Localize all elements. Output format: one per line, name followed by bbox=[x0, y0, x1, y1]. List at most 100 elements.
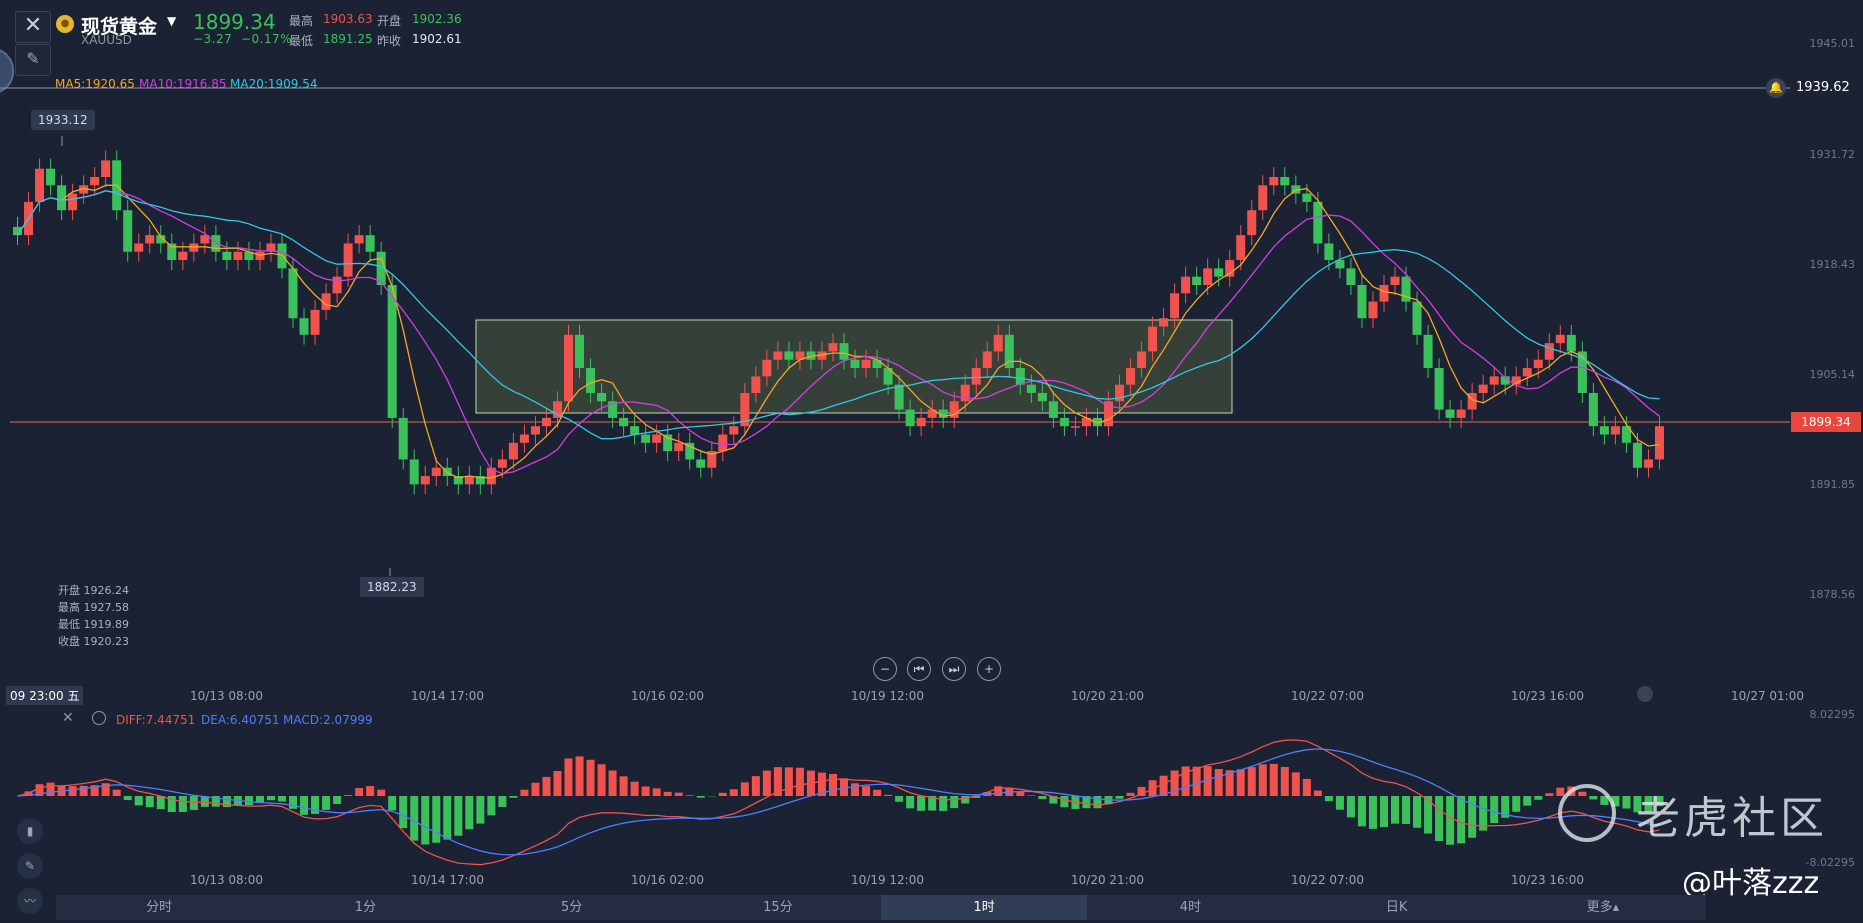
macd-histogram bbox=[24, 756, 1664, 845]
macd-x-label-3: 10/16 02:00 bbox=[631, 873, 704, 887]
close-button[interactable]: ✕ bbox=[15, 11, 51, 43]
candle-body bbox=[211, 235, 221, 252]
tab-1hour[interactable]: 1时 bbox=[881, 895, 1088, 920]
close-macd-icon[interactable]: ✕ bbox=[62, 710, 74, 726]
bell-icon[interactable]: 🔔 bbox=[1766, 78, 1786, 98]
candle-body bbox=[1236, 235, 1246, 261]
tab-5min[interactable]: 5分 bbox=[560, 900, 583, 915]
candle-body bbox=[652, 434, 662, 443]
candle-body bbox=[828, 343, 838, 352]
candle-body bbox=[861, 359, 871, 369]
zoom-in-button[interactable]: + bbox=[977, 657, 1001, 681]
candle-body bbox=[685, 442, 695, 460]
period-tabs: 分时 1分 5分 15分 1时 4时 日K 更多▴ bbox=[56, 895, 1706, 920]
candle-body bbox=[1070, 426, 1080, 428]
change-pct: −0.17% bbox=[240, 32, 293, 46]
candle-body bbox=[894, 384, 904, 410]
candle-body bbox=[453, 476, 463, 485]
candle-body bbox=[1368, 301, 1378, 319]
candle-body bbox=[1214, 268, 1224, 277]
chevron-down-icon[interactable]: ▼ bbox=[167, 14, 177, 28]
macd-x-label-1: 10/13 08:00 bbox=[190, 873, 263, 887]
tab-timeshare[interactable]: 分时 bbox=[146, 900, 173, 915]
ma10-line bbox=[16, 190, 1660, 475]
skip-forward-icon: ⏭ bbox=[948, 662, 960, 676]
candle-body bbox=[806, 351, 816, 360]
tab-1min[interactable]: 1分 bbox=[354, 900, 377, 915]
candle-body bbox=[530, 426, 540, 435]
candle-body bbox=[156, 235, 166, 244]
symbol-name[interactable]: 现货黄金 bbox=[81, 16, 158, 38]
candle-body bbox=[1621, 426, 1631, 443]
candle-body bbox=[564, 334, 574, 402]
candle-body bbox=[960, 384, 970, 402]
candle-body bbox=[1225, 260, 1235, 277]
candle-body bbox=[1401, 276, 1411, 302]
tab-more[interactable]: 更多▴ bbox=[1500, 895, 1706, 920]
zoom-out-button[interactable]: − bbox=[873, 657, 897, 681]
open-label: 开盘 bbox=[377, 14, 402, 28]
candle-body bbox=[244, 251, 254, 261]
jump-end-button[interactable]: ⏭ bbox=[942, 657, 966, 681]
candle-body bbox=[1335, 260, 1345, 269]
tab-15min[interactable]: 15分 bbox=[763, 900, 793, 915]
draw-tool-button[interactable]: ✎ bbox=[15, 44, 51, 76]
candle-body bbox=[1269, 176, 1279, 186]
candle-body bbox=[1478, 384, 1488, 393]
candle-body bbox=[1555, 334, 1565, 344]
tab-4hour[interactable]: 4时 bbox=[1179, 900, 1202, 915]
candle-body bbox=[431, 467, 441, 477]
candle-body bbox=[696, 459, 706, 468]
dea-line bbox=[17, 748, 1660, 856]
candle-body bbox=[663, 434, 673, 452]
y-label-5: 1891.85 bbox=[1809, 478, 1856, 491]
y-label-3: 1918.43 bbox=[1809, 258, 1856, 271]
candle-body bbox=[552, 401, 562, 418]
candle-body bbox=[1456, 409, 1466, 418]
candle-body bbox=[1037, 392, 1047, 402]
candle-body bbox=[949, 401, 959, 418]
indicator-icon[interactable]: ▮ bbox=[17, 818, 43, 844]
tab-daily[interactable]: 日K bbox=[1385, 900, 1408, 915]
candle-body bbox=[1280, 176, 1290, 186]
candle-body bbox=[1092, 417, 1102, 427]
candle-body bbox=[718, 434, 728, 452]
candle-body bbox=[200, 235, 210, 244]
chart-type-icon[interactable]: 〰 bbox=[17, 888, 43, 914]
candle-body bbox=[420, 476, 430, 485]
settings-dot-icon[interactable] bbox=[1637, 686, 1653, 702]
candle-body bbox=[508, 442, 518, 460]
candle-body bbox=[619, 417, 629, 427]
draw-icon[interactable]: ✎ bbox=[17, 853, 43, 879]
x-label-2: 10/14 17:00 bbox=[411, 689, 484, 703]
candle-body bbox=[464, 476, 474, 485]
candle-body bbox=[729, 426, 739, 435]
candle-body bbox=[167, 243, 177, 261]
candle-body bbox=[1324, 243, 1334, 261]
candle-body bbox=[938, 409, 948, 418]
candle-body bbox=[1126, 368, 1136, 385]
candle-body bbox=[1258, 185, 1268, 211]
candle-body bbox=[993, 334, 1003, 352]
candle-body bbox=[233, 251, 243, 261]
candle-body bbox=[310, 309, 320, 335]
candle-body bbox=[354, 235, 364, 244]
candle-body bbox=[971, 368, 981, 385]
candle-body bbox=[13, 226, 23, 236]
candle-body bbox=[1357, 284, 1367, 319]
alert-price: 1939.62 bbox=[1796, 80, 1850, 95]
candle-body bbox=[982, 351, 992, 369]
high-label: 最高 bbox=[289, 14, 314, 28]
candle-body bbox=[1148, 326, 1158, 352]
candle-body bbox=[1599, 426, 1609, 435]
candle-body bbox=[519, 434, 529, 443]
jump-start-button[interactable]: ⏮ bbox=[907, 657, 931, 681]
min-price-tag: 1882.23 bbox=[360, 577, 424, 597]
macd-settings-icon[interactable] bbox=[92, 711, 106, 725]
pen-icon: ✎ bbox=[26, 49, 40, 68]
candle-body bbox=[68, 193, 78, 211]
candle-body bbox=[1423, 334, 1433, 369]
macd-x-label-2: 10/14 17:00 bbox=[411, 873, 484, 887]
candles bbox=[13, 150, 1664, 495]
